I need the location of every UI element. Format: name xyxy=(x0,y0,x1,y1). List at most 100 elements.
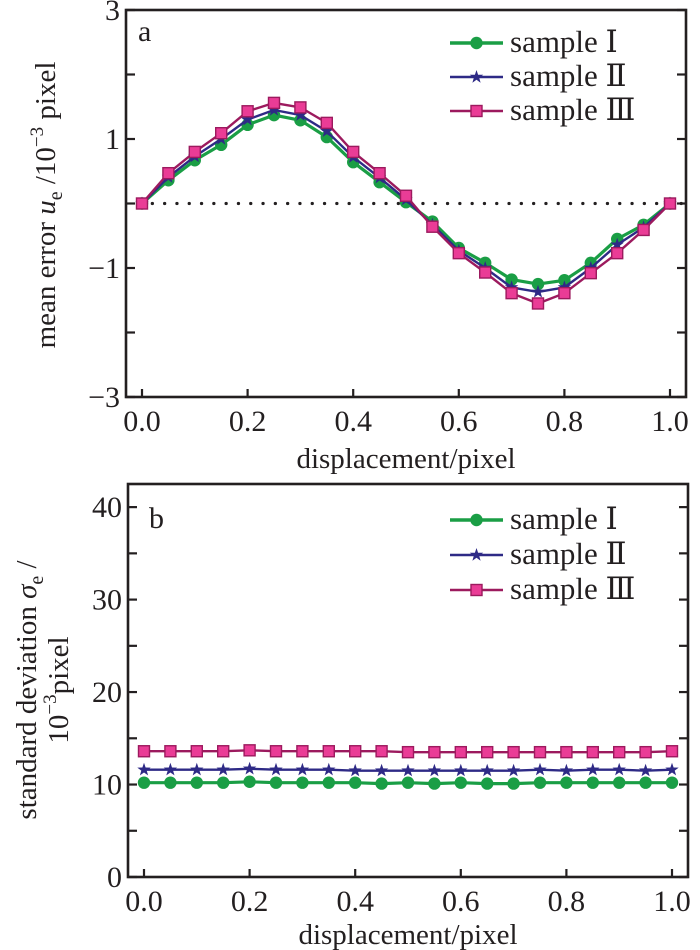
data-point xyxy=(375,745,388,758)
data-point xyxy=(611,246,624,260)
data-point xyxy=(214,126,228,140)
x-tick-label: 0.2 xyxy=(229,405,267,438)
legend-marker xyxy=(470,104,483,118)
data-point xyxy=(267,96,281,110)
x-tick-label: 0.8 xyxy=(548,885,586,918)
data-point xyxy=(188,145,202,159)
x-tick-label: 1.0 xyxy=(651,405,689,438)
data-point xyxy=(610,237,624,251)
legend-marker xyxy=(470,513,483,527)
data-point xyxy=(162,166,175,180)
data-point xyxy=(665,776,679,789)
data-point xyxy=(454,763,468,777)
data-point xyxy=(479,266,492,279)
data-point xyxy=(665,762,679,776)
data-point xyxy=(531,284,545,298)
data-point xyxy=(507,777,520,790)
data-point xyxy=(374,763,389,777)
x-axis-label-b: displacement/pixel xyxy=(298,919,517,950)
data-point xyxy=(504,280,519,293)
data-point xyxy=(137,762,151,776)
data-point xyxy=(505,273,518,286)
x-tick-label: 0.0 xyxy=(125,885,163,918)
ticks-b: 0.0 0.2 0.4 0.6 0.8 1.0 0 10 20 30 40 xyxy=(92,491,691,918)
data-point xyxy=(428,745,441,759)
data-point xyxy=(505,286,518,300)
data-point xyxy=(584,266,597,280)
data-point xyxy=(560,745,573,759)
series-2-b xyxy=(137,761,679,777)
legend-label: sample Ⅱ xyxy=(510,58,627,93)
data-point xyxy=(452,246,465,260)
data-point xyxy=(240,112,255,126)
y-tick-label: 3 xyxy=(105,0,120,27)
data-point xyxy=(454,745,467,759)
ticks-a: 0.0 0.2 0.4 0.6 0.8 1.0 3 1 −1 −3 xyxy=(88,0,689,438)
chart-panel-a: mean error ue /10−3 pixel displacement/p… xyxy=(27,0,689,475)
data-point xyxy=(135,197,149,210)
data-point xyxy=(322,762,336,776)
data-point xyxy=(347,145,360,159)
panel-label-a: a xyxy=(138,15,151,48)
data-point xyxy=(322,776,335,789)
plot-frame-a xyxy=(124,8,688,399)
data-point xyxy=(190,776,203,789)
data-point xyxy=(242,761,257,775)
y-tick-label: 40 xyxy=(92,491,122,524)
data-point xyxy=(531,277,545,291)
data-point xyxy=(586,762,600,776)
legend-marker xyxy=(469,548,484,561)
legend-label: sample Ⅲ xyxy=(510,571,635,606)
x-tick-label: 0.0 xyxy=(123,405,161,438)
data-point xyxy=(401,745,415,759)
data-point xyxy=(531,297,545,310)
legend-item: sample Ⅱ xyxy=(450,536,627,571)
data-point xyxy=(586,776,599,789)
data-point xyxy=(267,103,281,116)
legend-item: sample Ⅰ xyxy=(450,501,618,536)
y-tick-label: −1 xyxy=(88,252,120,285)
legend-marker xyxy=(469,70,484,83)
x-tick-label: 0.4 xyxy=(336,885,374,918)
data-point xyxy=(506,763,521,777)
data-point xyxy=(293,108,308,121)
series-3-b xyxy=(137,744,679,759)
data-point xyxy=(217,776,230,789)
data-point xyxy=(348,763,362,777)
legend-item: sample Ⅲ xyxy=(450,92,635,127)
data-point xyxy=(349,745,362,758)
data-point xyxy=(269,776,283,789)
data-point xyxy=(480,763,494,777)
data-point xyxy=(557,280,572,293)
legend-item: sample Ⅱ xyxy=(450,58,627,93)
series-1-b xyxy=(137,775,679,790)
data-point xyxy=(399,189,413,202)
legend-marker xyxy=(470,36,483,50)
data-point xyxy=(560,776,573,789)
legend-label: sample Ⅰ xyxy=(510,24,618,59)
data-point xyxy=(241,105,254,118)
y-tick-label: 20 xyxy=(92,676,122,709)
data-point xyxy=(454,776,467,789)
x-tick-label: 0.6 xyxy=(442,885,480,918)
y-tick-label: 10 xyxy=(92,769,122,802)
x-tick-label: 0.2 xyxy=(231,885,269,918)
series-3-a xyxy=(135,96,677,310)
legend-label: sample Ⅰ xyxy=(510,501,618,536)
legend-label: sample Ⅲ xyxy=(510,92,635,127)
data-point xyxy=(137,745,151,758)
y-tick-label: 30 xyxy=(92,584,122,617)
y-tick-label: −3 xyxy=(88,381,120,414)
data-point xyxy=(294,101,307,114)
data-point xyxy=(295,762,310,776)
legend-item: sample Ⅰ xyxy=(450,24,618,59)
data-point xyxy=(612,762,626,776)
data-point xyxy=(507,745,520,759)
x-axis-label-a: displacement/pixel xyxy=(296,443,515,475)
chart-panel-b: standard deviation σe / 10−3pixel displa… xyxy=(11,482,691,950)
data-point xyxy=(320,116,333,130)
plot-frame-b xyxy=(126,482,690,879)
